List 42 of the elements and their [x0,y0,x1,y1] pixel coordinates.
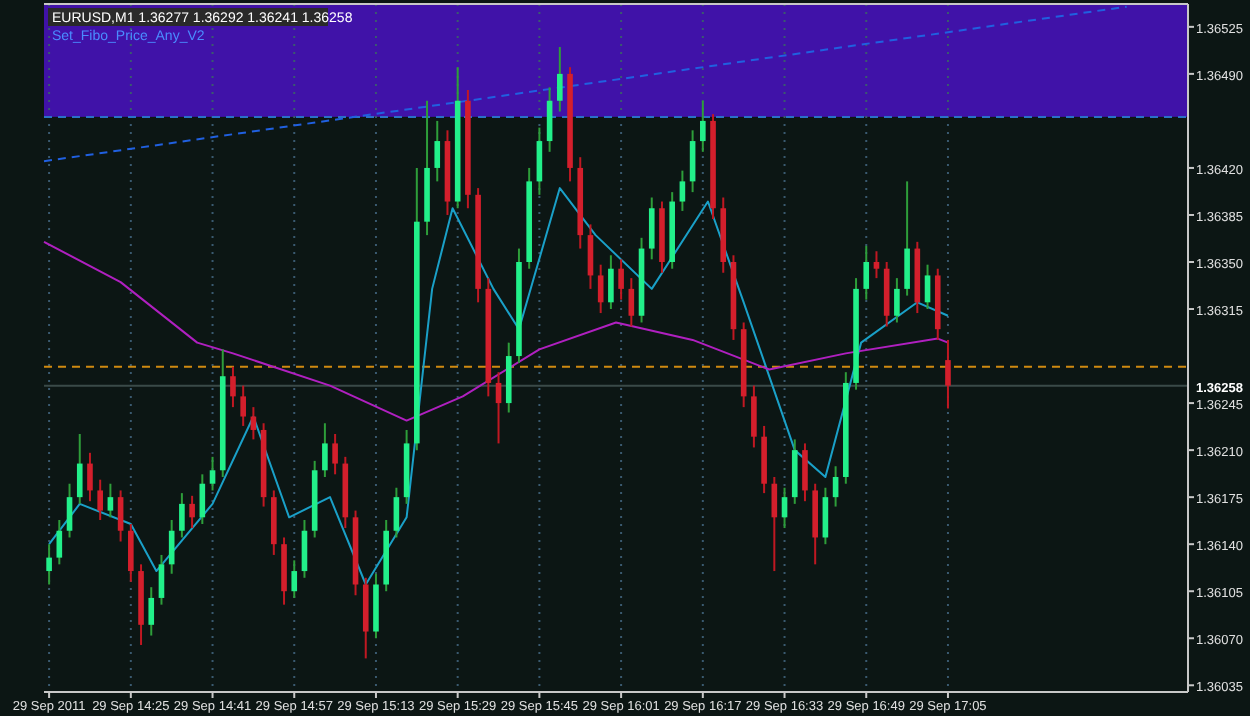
line-series [43,240,949,422]
candlestick [332,433,338,476]
candlestick [761,424,767,495]
candlestick [128,523,134,583]
candlestick [87,451,93,503]
candlestick [240,384,246,427]
candlestick [158,553,165,606]
candlestick [608,254,614,311]
candlestick [812,482,818,566]
candlestick [648,196,655,261]
candlestick [393,486,400,539]
candlestick [97,478,103,521]
candlestick [373,572,379,640]
candlestick [873,250,880,280]
candlestick [281,536,287,606]
candlestick [66,482,73,539]
candlestick [148,586,155,637]
candlestick [904,180,910,297]
candlestick [271,489,277,556]
candlestick [791,438,798,505]
candlestick [700,99,706,153]
candlestick [618,258,624,301]
candlestick [679,169,686,212]
candlestick [230,365,236,409]
candlestick [117,489,124,543]
candlestick [107,482,114,519]
candlestick [751,384,757,449]
candlestick [76,433,83,505]
candlestick [505,341,512,414]
candlestick [189,494,195,530]
candlestick [362,576,369,660]
candlestick [46,543,52,586]
candlestick [894,277,900,324]
candlestick [434,119,441,183]
candlestick [945,338,951,410]
candlestick [209,455,216,492]
candlestick [322,422,328,478]
candlestick [557,46,563,113]
candlestick [179,492,185,539]
candlestick [291,559,298,599]
candlestick [863,244,870,301]
candlestick [802,442,808,503]
